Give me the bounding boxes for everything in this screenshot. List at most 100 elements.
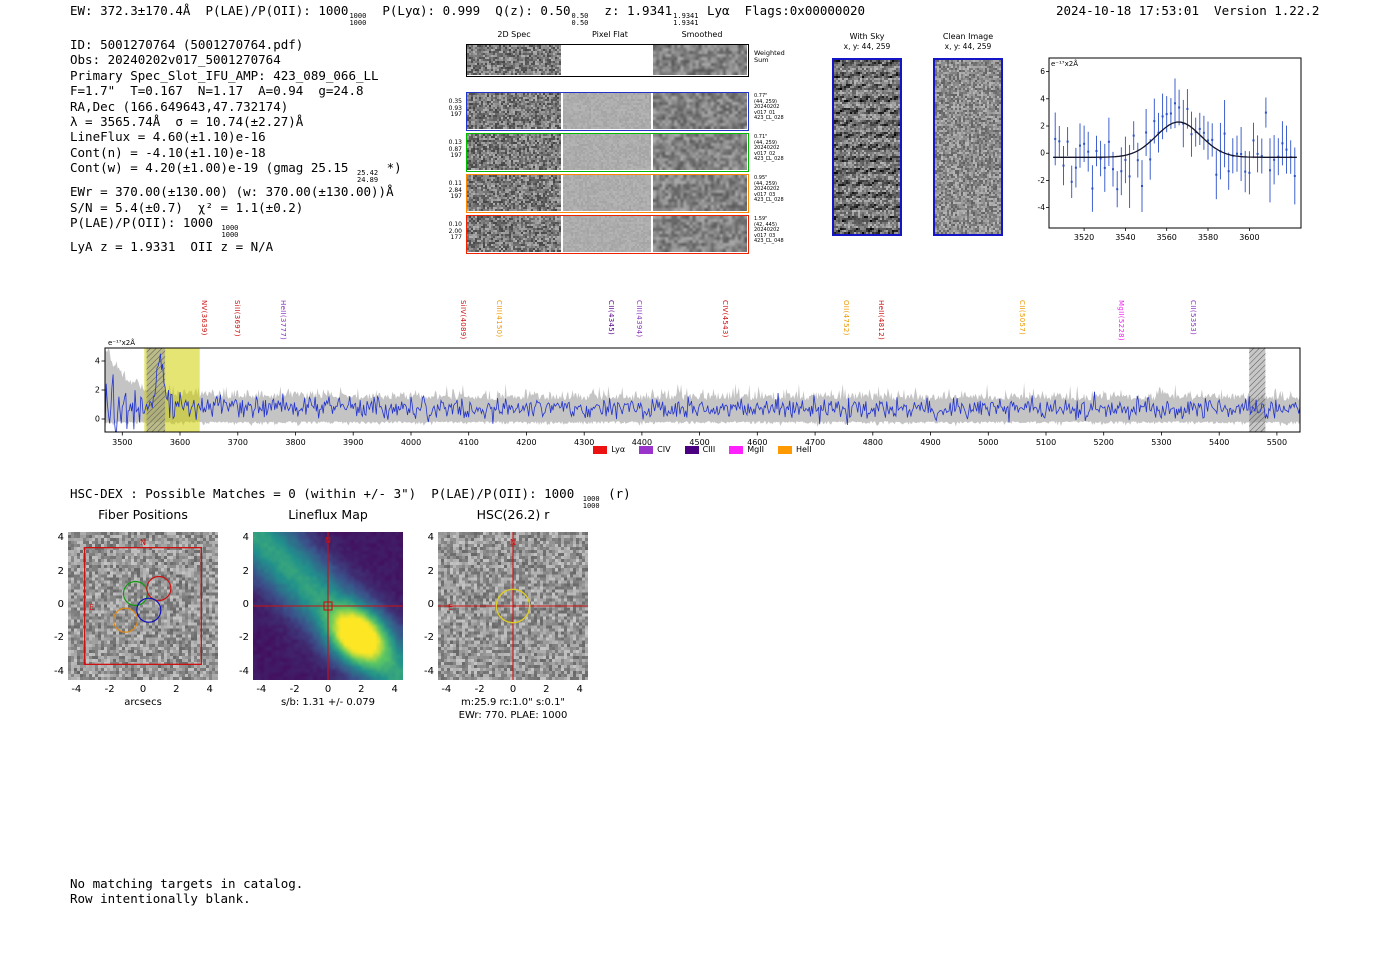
header-timestamp-version: 2024-10-18 17:53:01 Version 1.22.2: [1056, 3, 1320, 18]
x-tick-label: 4: [206, 684, 213, 695]
text-segment: S/N = 5.4(±0.7) χ² = 1.1(±0.2): [70, 199, 304, 215]
pixel-flat-cell: [563, 45, 651, 76]
info-line: Cont(w) = 4.20(±1.00)e-19 (gmag 25.15 25…: [70, 160, 402, 184]
clean-image-title: Clean Image: [942, 32, 994, 41]
fiber-weight-labels: 0.11 2.84 197: [448, 180, 462, 201]
y-tick-label: -4: [239, 665, 249, 677]
x-tick-label: 0: [324, 684, 332, 695]
y-tick-label: -4: [424, 665, 434, 677]
y-tick-label: 4: [57, 532, 64, 544]
lineflux-xlabel: s/b: 1.31 +/- 0.079: [280, 697, 376, 708]
text-segment: ID: 5001270764 (5001270764.pdf): [70, 37, 304, 52]
x-tick-label: 0: [139, 684, 147, 695]
noise-image: [653, 216, 747, 252]
pixel-flat-cell: [563, 134, 651, 171]
svg-text:4600: 4600: [747, 438, 767, 447]
fiber-2d-row: [466, 133, 749, 172]
stacked-fraction: 1000 1000: [221, 224, 239, 240]
clean-image-coords: x, y: 44, 259: [944, 42, 992, 51]
legend-label: Lyα: [611, 445, 626, 454]
fiber-detail-labels: Weighted Sum: [754, 49, 785, 64]
noise-image: [68, 532, 218, 680]
column-header-pixel-flat: Pixel Flat: [592, 30, 628, 39]
cutout-overlay: NE: [438, 532, 588, 680]
footer-line-1: No matching targets in catalog.: [70, 876, 304, 891]
svg-text:3600: 3600: [170, 438, 190, 447]
svg-text:6: 6: [1040, 67, 1045, 76]
svg-text:E: E: [448, 603, 453, 612]
svg-text:3560: 3560: [1157, 233, 1177, 242]
svg-text:-4: -4: [1038, 203, 1046, 212]
y-tick-label: -4: [54, 665, 64, 677]
text-segment: RA,Dec (166.649643,47.732174): [70, 98, 289, 114]
stacked-fraction: 1.9341 1.9341: [673, 12, 699, 27]
with-sky-image: [832, 58, 902, 236]
emission-line-label: CIV(4543): [721, 300, 730, 338]
info-line: ID: 5001270764 (5001270764.pdf): [70, 37, 402, 52]
full-spectrum-chart: 3500 3600 3700 3800 3900 4000 4100 4200 4300 4400…: [90, 335, 1315, 464]
svg-text:5100: 5100: [1036, 438, 1056, 447]
info-line: LyA z = 1.9331 OII z = N/A: [70, 239, 402, 254]
svg-text:5000: 5000: [978, 438, 998, 447]
svg-text:N: N: [510, 538, 516, 547]
noise-image: [653, 175, 747, 211]
noise-image: [834, 60, 900, 234]
svg-text:3600: 3600: [1239, 233, 1259, 242]
detection-info-block: ID: 5001270764 (5001270764.pdf) Obs: 2024…: [70, 37, 402, 254]
lineflux-map-title: Lineflux Map: [288, 507, 368, 522]
svg-text:5200: 5200: [1094, 438, 1114, 447]
noise-image: [563, 93, 651, 129]
y-tick-label: -2: [54, 632, 64, 644]
svg-text:4500: 4500: [689, 438, 709, 447]
fiber-positions-title: Fiber Positions: [98, 507, 188, 522]
text-segment: (r): [600, 486, 631, 501]
info-line: P(LAE)/P(OII): 1000 1000 1000: [70, 215, 402, 239]
hsc-cutout-title: HSC(26.2) r: [476, 507, 550, 522]
stacked-fraction: 0.50 0.50: [571, 12, 589, 27]
svg-text:0: 0: [95, 415, 100, 424]
svg-text:3900: 3900: [343, 438, 363, 447]
cutout-overlay: NE: [84, 538, 202, 665]
fiber-weight-labels: 0.35 0.93 197: [448, 98, 462, 119]
column-header-2d-spec: 2D Spec: [497, 30, 531, 39]
column-header-smoothed: Smoothed: [681, 30, 723, 39]
pixel-flat-cell: [563, 93, 651, 130]
svg-text:2: 2: [95, 386, 100, 395]
full-spectrum-panel: NV(3639) SiII(3697) HeII(3777) SiIV(4089) CI…: [90, 300, 1320, 475]
y-tick-label: 2: [242, 565, 249, 577]
fiber-detail-labels: 0.77" (44, 259) 20240202 v017_01 423_LL_028: [754, 93, 784, 122]
y-tick-label: -2: [239, 632, 249, 644]
text-segment: Obs: 20240202v017_5001270764: [70, 52, 281, 68]
svg-text:3700: 3700: [228, 438, 248, 447]
svg-text:3800: 3800: [285, 438, 305, 447]
x-tick-label: 2: [173, 684, 180, 695]
noise-image: [563, 216, 651, 252]
fiber-xlabel: arcsecs: [124, 697, 162, 708]
svg-text:-2: -2: [1038, 176, 1046, 185]
fiber-2d-row: [466, 92, 749, 131]
info-line: Obs: 20240202v017_5001270764: [70, 52, 402, 67]
svg-text:3580: 3580: [1198, 233, 1218, 242]
svg-text:2: 2: [1040, 122, 1045, 131]
legend-item: CIII: [684, 445, 715, 454]
y-tick-label: 0: [242, 599, 249, 610]
svg-text:0: 0: [1040, 149, 1045, 158]
info-line: λ = 3565.74Å σ = 10.74(±2.27)Å: [70, 114, 402, 129]
svg-text:4100: 4100: [459, 438, 479, 447]
noise-image: [467, 134, 561, 170]
svg-text:4900: 4900: [920, 438, 940, 447]
noise-image: [653, 45, 747, 75]
fiber-detail-labels: 0.71" (44, 259) 20240202 v017_02 423_LL_028: [754, 134, 784, 163]
text-segment: F=1.7" T=0.167 N=1.17 A=0.94 g=24.8: [70, 83, 364, 99]
y-tick-label: 4: [242, 532, 249, 544]
text-segment: Lyα Flags:0x00000020: [699, 3, 866, 18]
x-tick-label: 2: [543, 684, 550, 695]
text-segment: EW: 372.3±170.4Å P(LAE)/P(OII): 1000: [70, 3, 349, 18]
fiber-weight-labels: 0.10 2.00 177: [448, 221, 462, 242]
noise-image: [653, 134, 747, 170]
emission-line-labels-layer: NV(3639) SiII(3697) HeII(3777) SiIV(4089) CI…: [90, 300, 1320, 341]
legend-item: CIV: [639, 445, 671, 454]
text-segment: HSC-DEX : Possible Matches = 0 (within +…: [70, 486, 582, 501]
